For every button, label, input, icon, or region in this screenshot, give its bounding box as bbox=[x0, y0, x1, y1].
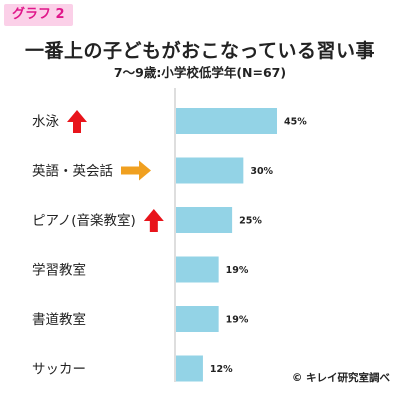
category-label: 水泳 bbox=[32, 114, 59, 130]
bar bbox=[176, 306, 219, 332]
bar bbox=[176, 157, 244, 184]
credit-text: © キレイ研究室調べ bbox=[291, 372, 390, 384]
value-label: 25% bbox=[239, 216, 262, 227]
value-label: 30% bbox=[250, 166, 273, 177]
category-label: ピアノ(音楽教室) bbox=[32, 212, 136, 229]
red-up-arrow-icon bbox=[143, 209, 164, 232]
category-label: 英語・英会話 bbox=[32, 163, 113, 180]
chart-title: 一番上の子どもがおこなっている習い事 bbox=[24, 40, 376, 62]
bar bbox=[176, 108, 277, 134]
category-label: 学習教室 bbox=[32, 262, 86, 279]
bar bbox=[176, 256, 219, 283]
chart-subtitle: 7〜9歳:小学校低学年(N=67) bbox=[113, 65, 287, 80]
bar bbox=[176, 355, 203, 382]
orange-right-arrow-icon bbox=[121, 160, 151, 181]
graph-tag: グラフ 2 bbox=[4, 4, 73, 26]
category-label: 書道教室 bbox=[32, 311, 86, 328]
category-label: サッカー bbox=[32, 362, 86, 378]
value-label: 19% bbox=[226, 265, 249, 276]
value-label: 19% bbox=[226, 315, 249, 326]
value-label: 12% bbox=[210, 364, 233, 375]
bar bbox=[176, 207, 233, 233]
red-up-arrow-icon bbox=[67, 110, 87, 133]
value-label: 45% bbox=[284, 117, 307, 128]
